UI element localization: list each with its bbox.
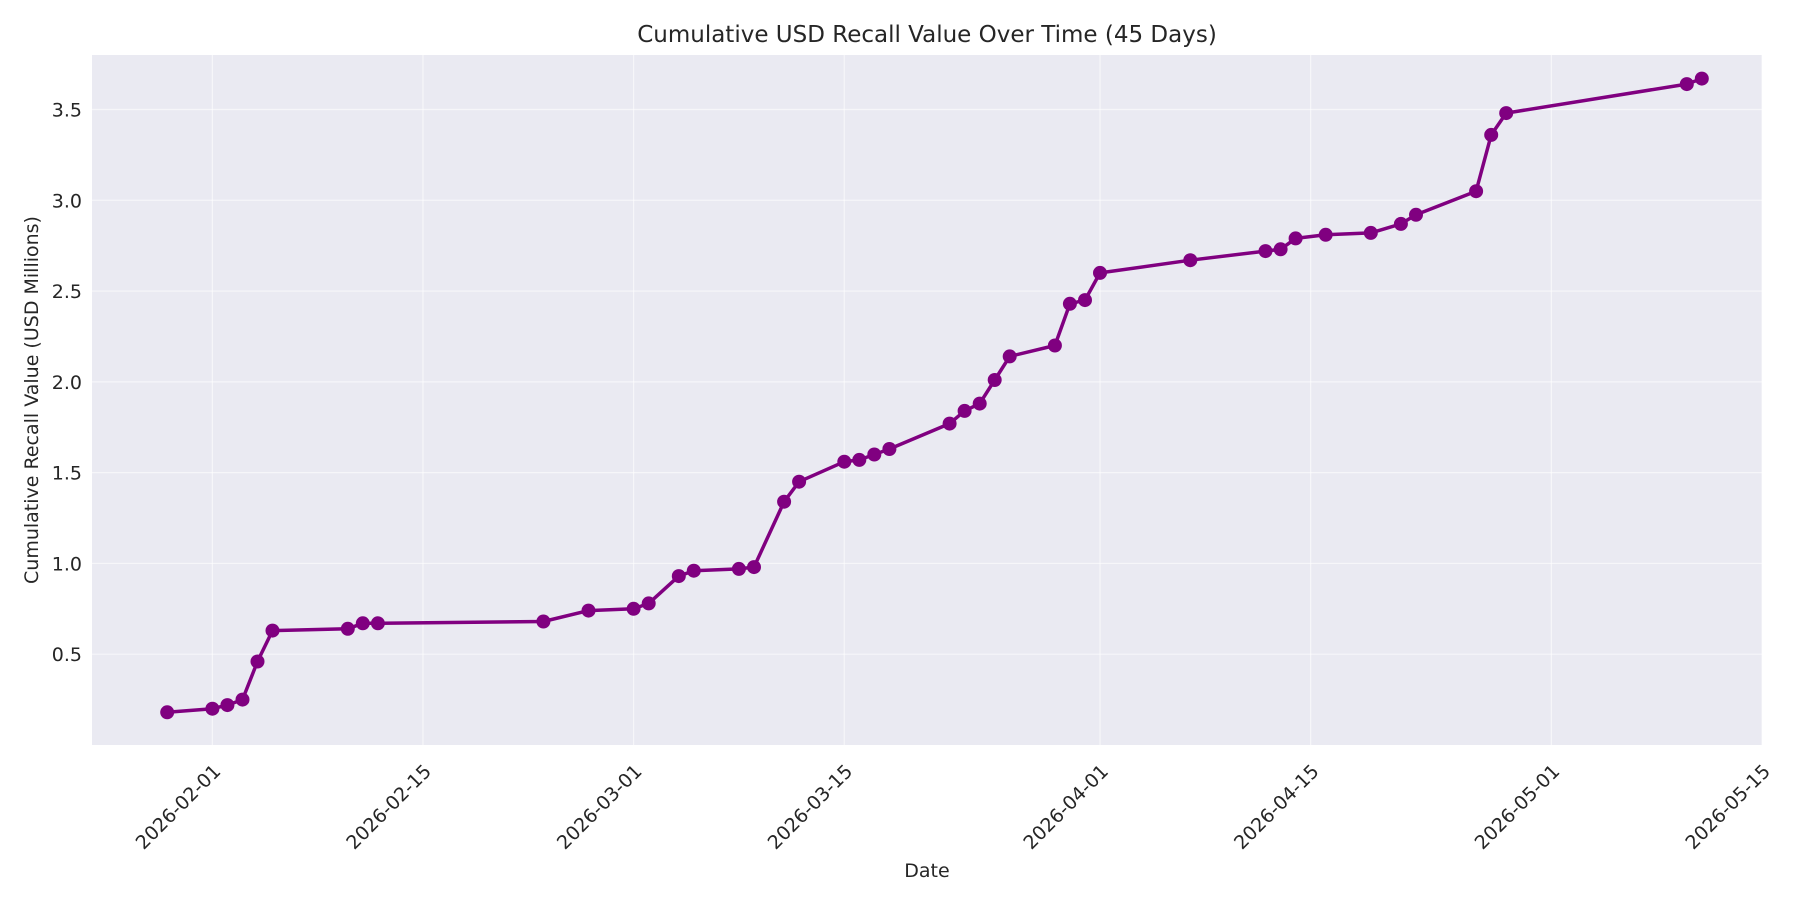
- y-axis-ticks: 0.5 1.0 1.5 2.0 2.5 3.0 3.5: [52, 99, 82, 666]
- data-point: [250, 654, 265, 669]
- data-point: [731, 561, 746, 576]
- y-tick-label: 2.5: [52, 281, 82, 303]
- data-point: [641, 596, 656, 611]
- y-axis-label: Cumulative Recall Value (USD Millions): [21, 216, 43, 584]
- data-point: [777, 494, 792, 509]
- data-point: [205, 701, 220, 716]
- data-point: [355, 616, 370, 631]
- x-tick-label: 2026-04-01: [1019, 760, 1113, 854]
- data-point: [1273, 242, 1288, 257]
- data-point: [1183, 253, 1198, 268]
- y-tick-label: 1.0: [52, 553, 82, 575]
- data-point: [1047, 338, 1062, 353]
- data-point: [220, 698, 235, 713]
- data-point: [1469, 184, 1484, 199]
- data-point: [957, 403, 972, 418]
- data-point: [671, 569, 686, 584]
- data-point: [1409, 207, 1423, 222]
- data-point: [1318, 227, 1333, 242]
- data-point: [972, 396, 987, 411]
- data-point: [1288, 231, 1303, 246]
- x-tick-label: 2026-03-01: [553, 760, 647, 854]
- data-point: [1694, 71, 1709, 86]
- y-tick-label: 0.5: [52, 644, 82, 666]
- data-point: [1258, 244, 1273, 259]
- x-tick-label: 2026-05-15: [1681, 760, 1775, 854]
- data-point: [1363, 225, 1378, 240]
- chart-title: Cumulative USD Recall Value Over Time (4…: [637, 22, 1217, 48]
- x-tick-label: 2026-02-01: [132, 760, 226, 854]
- x-tick-label: 2026-05-01: [1471, 760, 1565, 854]
- data-point: [882, 442, 897, 456]
- data-point: [1393, 216, 1408, 231]
- data-point: [1062, 296, 1077, 311]
- data-point: [340, 621, 355, 636]
- y-tick-label: 3.0: [52, 190, 82, 212]
- data-point: [160, 705, 175, 720]
- series-layer: [160, 71, 1709, 720]
- grid: [92, 55, 1763, 745]
- data-point: [837, 454, 852, 469]
- data-point: [1002, 349, 1017, 364]
- data-point: [265, 623, 280, 638]
- x-axis-ticks: 2026-02-01 2026-02-15 2026-03-01 2026-03-15…: [132, 760, 1775, 854]
- plot-background: [92, 55, 1762, 745]
- y-tick-label: 1.5: [52, 463, 82, 485]
- x-axis-label: Date: [904, 860, 949, 882]
- data-point: [747, 560, 761, 575]
- x-tick-label: 2026-02-15: [342, 760, 436, 854]
- data-point: [1499, 106, 1514, 121]
- data-point: [942, 416, 957, 431]
- data-point: [686, 563, 701, 578]
- data-point: [987, 373, 1002, 387]
- data-point: [1078, 293, 1092, 308]
- data-point: [370, 616, 385, 631]
- x-tick-label: 2026-03-15: [764, 760, 858, 854]
- y-tick-label: 2.0: [52, 372, 82, 394]
- x-tick-label: 2026-04-15: [1230, 760, 1324, 854]
- data-point: [867, 447, 882, 462]
- data-point: [852, 452, 867, 467]
- data-point: [1093, 265, 1107, 280]
- data-point: [581, 603, 596, 618]
- data-point: [1484, 127, 1499, 142]
- data-point: [235, 692, 250, 707]
- data-point: [1679, 77, 1694, 92]
- data-point: [792, 474, 807, 489]
- data-point: [536, 614, 551, 629]
- y-tick-label: 3.5: [52, 99, 82, 121]
- data-point: [626, 601, 641, 616]
